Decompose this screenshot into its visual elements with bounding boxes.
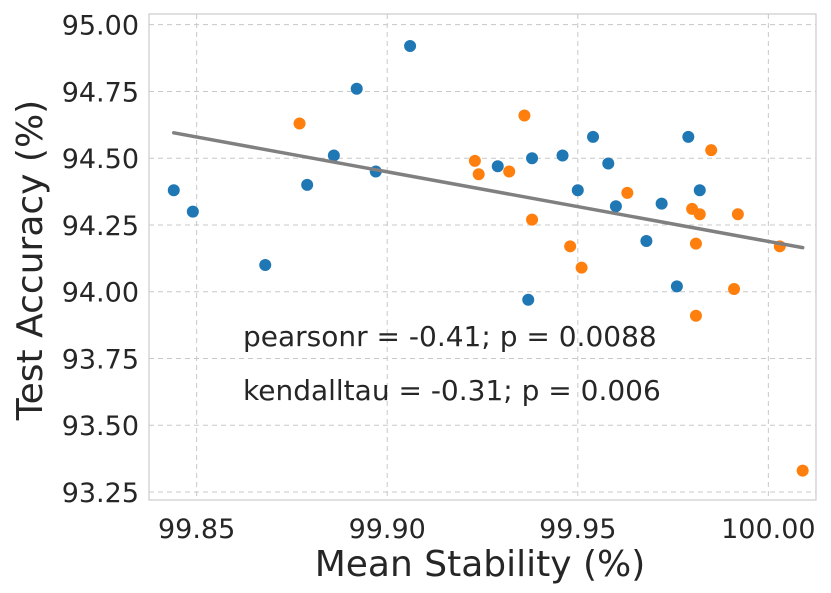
y-tick-labels: 93.25 93.50 93.75 94.00 94.25 94.50 94.75 95.00 (62, 11, 139, 509)
point-blue (587, 130, 600, 143)
y-tick-label: 94.75 (62, 77, 139, 108)
point-blue (350, 82, 363, 95)
y-tick-label: 93.75 (62, 344, 139, 375)
point-orange (705, 144, 718, 157)
point-blue (301, 178, 314, 191)
point-orange (689, 309, 702, 322)
point-blue (670, 280, 683, 293)
y-tick-label: 94.25 (62, 211, 139, 242)
point-orange (621, 186, 634, 199)
point-orange (689, 237, 702, 250)
point-blue (640, 234, 653, 247)
point-orange (564, 240, 577, 253)
point-orange (293, 117, 306, 130)
plot-frame (148, 13, 817, 501)
y-tick-label: 94.00 (62, 278, 139, 309)
y-tick-label: 94.50 (62, 144, 139, 175)
point-blue (259, 259, 272, 272)
point-blue (609, 200, 622, 213)
annotation-kendall: kendalltau = -0.31; p = 0.006 (243, 374, 661, 407)
point-blue (693, 184, 706, 197)
regression-line (172, 131, 805, 250)
point-orange (503, 165, 516, 178)
x-tick-label: 99.95 (539, 514, 616, 545)
point-orange (526, 213, 539, 226)
point-blue (186, 205, 199, 218)
x-tick-labels: 99.85 99.90 99.95 100.00 (158, 514, 816, 545)
point-blue (404, 40, 417, 53)
point-blue (522, 293, 535, 306)
x-tick-label: 99.90 (349, 514, 426, 545)
annotation-pearson: pearsonr = -0.41; p = 0.0088 (243, 320, 657, 353)
point-blue (682, 130, 695, 143)
point-blue (655, 197, 668, 210)
point-orange (796, 464, 809, 477)
x-axis-label: Mean Stability (%) (315, 544, 646, 585)
y-tick-label: 93.50 (62, 411, 139, 442)
point-orange (518, 109, 531, 122)
point-orange (468, 154, 481, 167)
y-tick-label: 95.00 (62, 11, 139, 42)
point-orange (728, 283, 741, 296)
grid-lines (149, 14, 816, 500)
point-orange (731, 208, 744, 221)
y-tick-label: 93.25 (62, 478, 139, 509)
point-orange (693, 208, 706, 221)
x-tick-label: 99.85 (158, 514, 235, 545)
point-orange (575, 261, 588, 274)
point-blue (602, 157, 615, 170)
y-axis-label: Test Accuracy (%) (10, 100, 51, 421)
point-blue (556, 149, 569, 162)
point-blue (327, 149, 340, 162)
point-blue (571, 184, 584, 197)
x-tick-label: 100.00 (721, 514, 815, 545)
point-blue (167, 184, 180, 197)
point-blue (491, 160, 504, 173)
point-blue (526, 152, 539, 165)
point-orange (472, 168, 485, 181)
